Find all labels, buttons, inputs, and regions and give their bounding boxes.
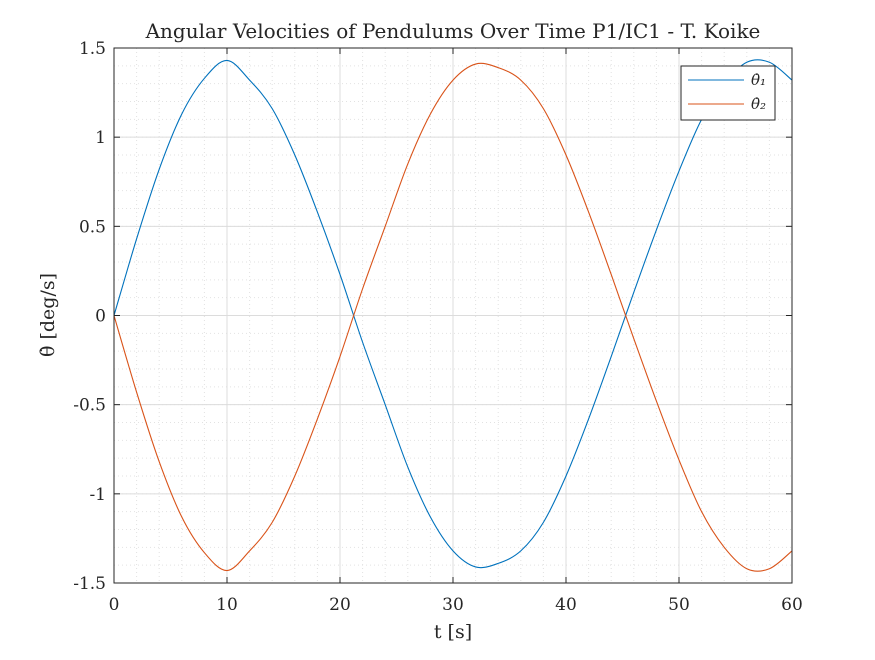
legend-label-1: θ̇₁	[751, 71, 766, 89]
y-tick-label: 0.5	[79, 217, 106, 237]
chart-title: Angular Velocities of Pendulums Over Tim…	[145, 19, 761, 43]
x-tick-label: 0	[109, 595, 120, 615]
y-tick-label: 1.5	[79, 39, 106, 59]
x-tick-labels: 0 10 20 30 40 50 60	[109, 595, 803, 615]
y-tick-label: -1	[89, 485, 106, 505]
series-line-2	[113, 62, 793, 572]
x-tick-label: 40	[555, 595, 577, 615]
legend: θ̇₁ θ̇₂	[680, 65, 776, 121]
y-tick-label: -1.5	[73, 574, 106, 594]
x-tick-label: 50	[668, 595, 690, 615]
x-tick-label: 20	[329, 595, 351, 615]
axes-frame	[113, 47, 793, 584]
y-axis-label: θ̇ [deg/s]	[37, 273, 59, 357]
y-tick-labels: -1.5 -1 -0.5 0 0.5 1 1.5	[73, 39, 106, 594]
x-tick-label: 60	[781, 595, 803, 615]
x-tick-label: 10	[216, 595, 238, 615]
y-tick-label: -0.5	[73, 396, 106, 416]
y-tick-label: 1	[95, 128, 106, 148]
axes	[113, 47, 793, 584]
x-axis-label: t [s]	[434, 621, 472, 643]
series-layer	[113, 59, 793, 572]
legend-box	[680, 65, 776, 121]
series-line-1	[113, 59, 793, 569]
y-tick-label: 0	[95, 307, 106, 327]
x-tick-label: 30	[442, 595, 464, 615]
legend-label-2: θ̇₂	[751, 95, 766, 113]
